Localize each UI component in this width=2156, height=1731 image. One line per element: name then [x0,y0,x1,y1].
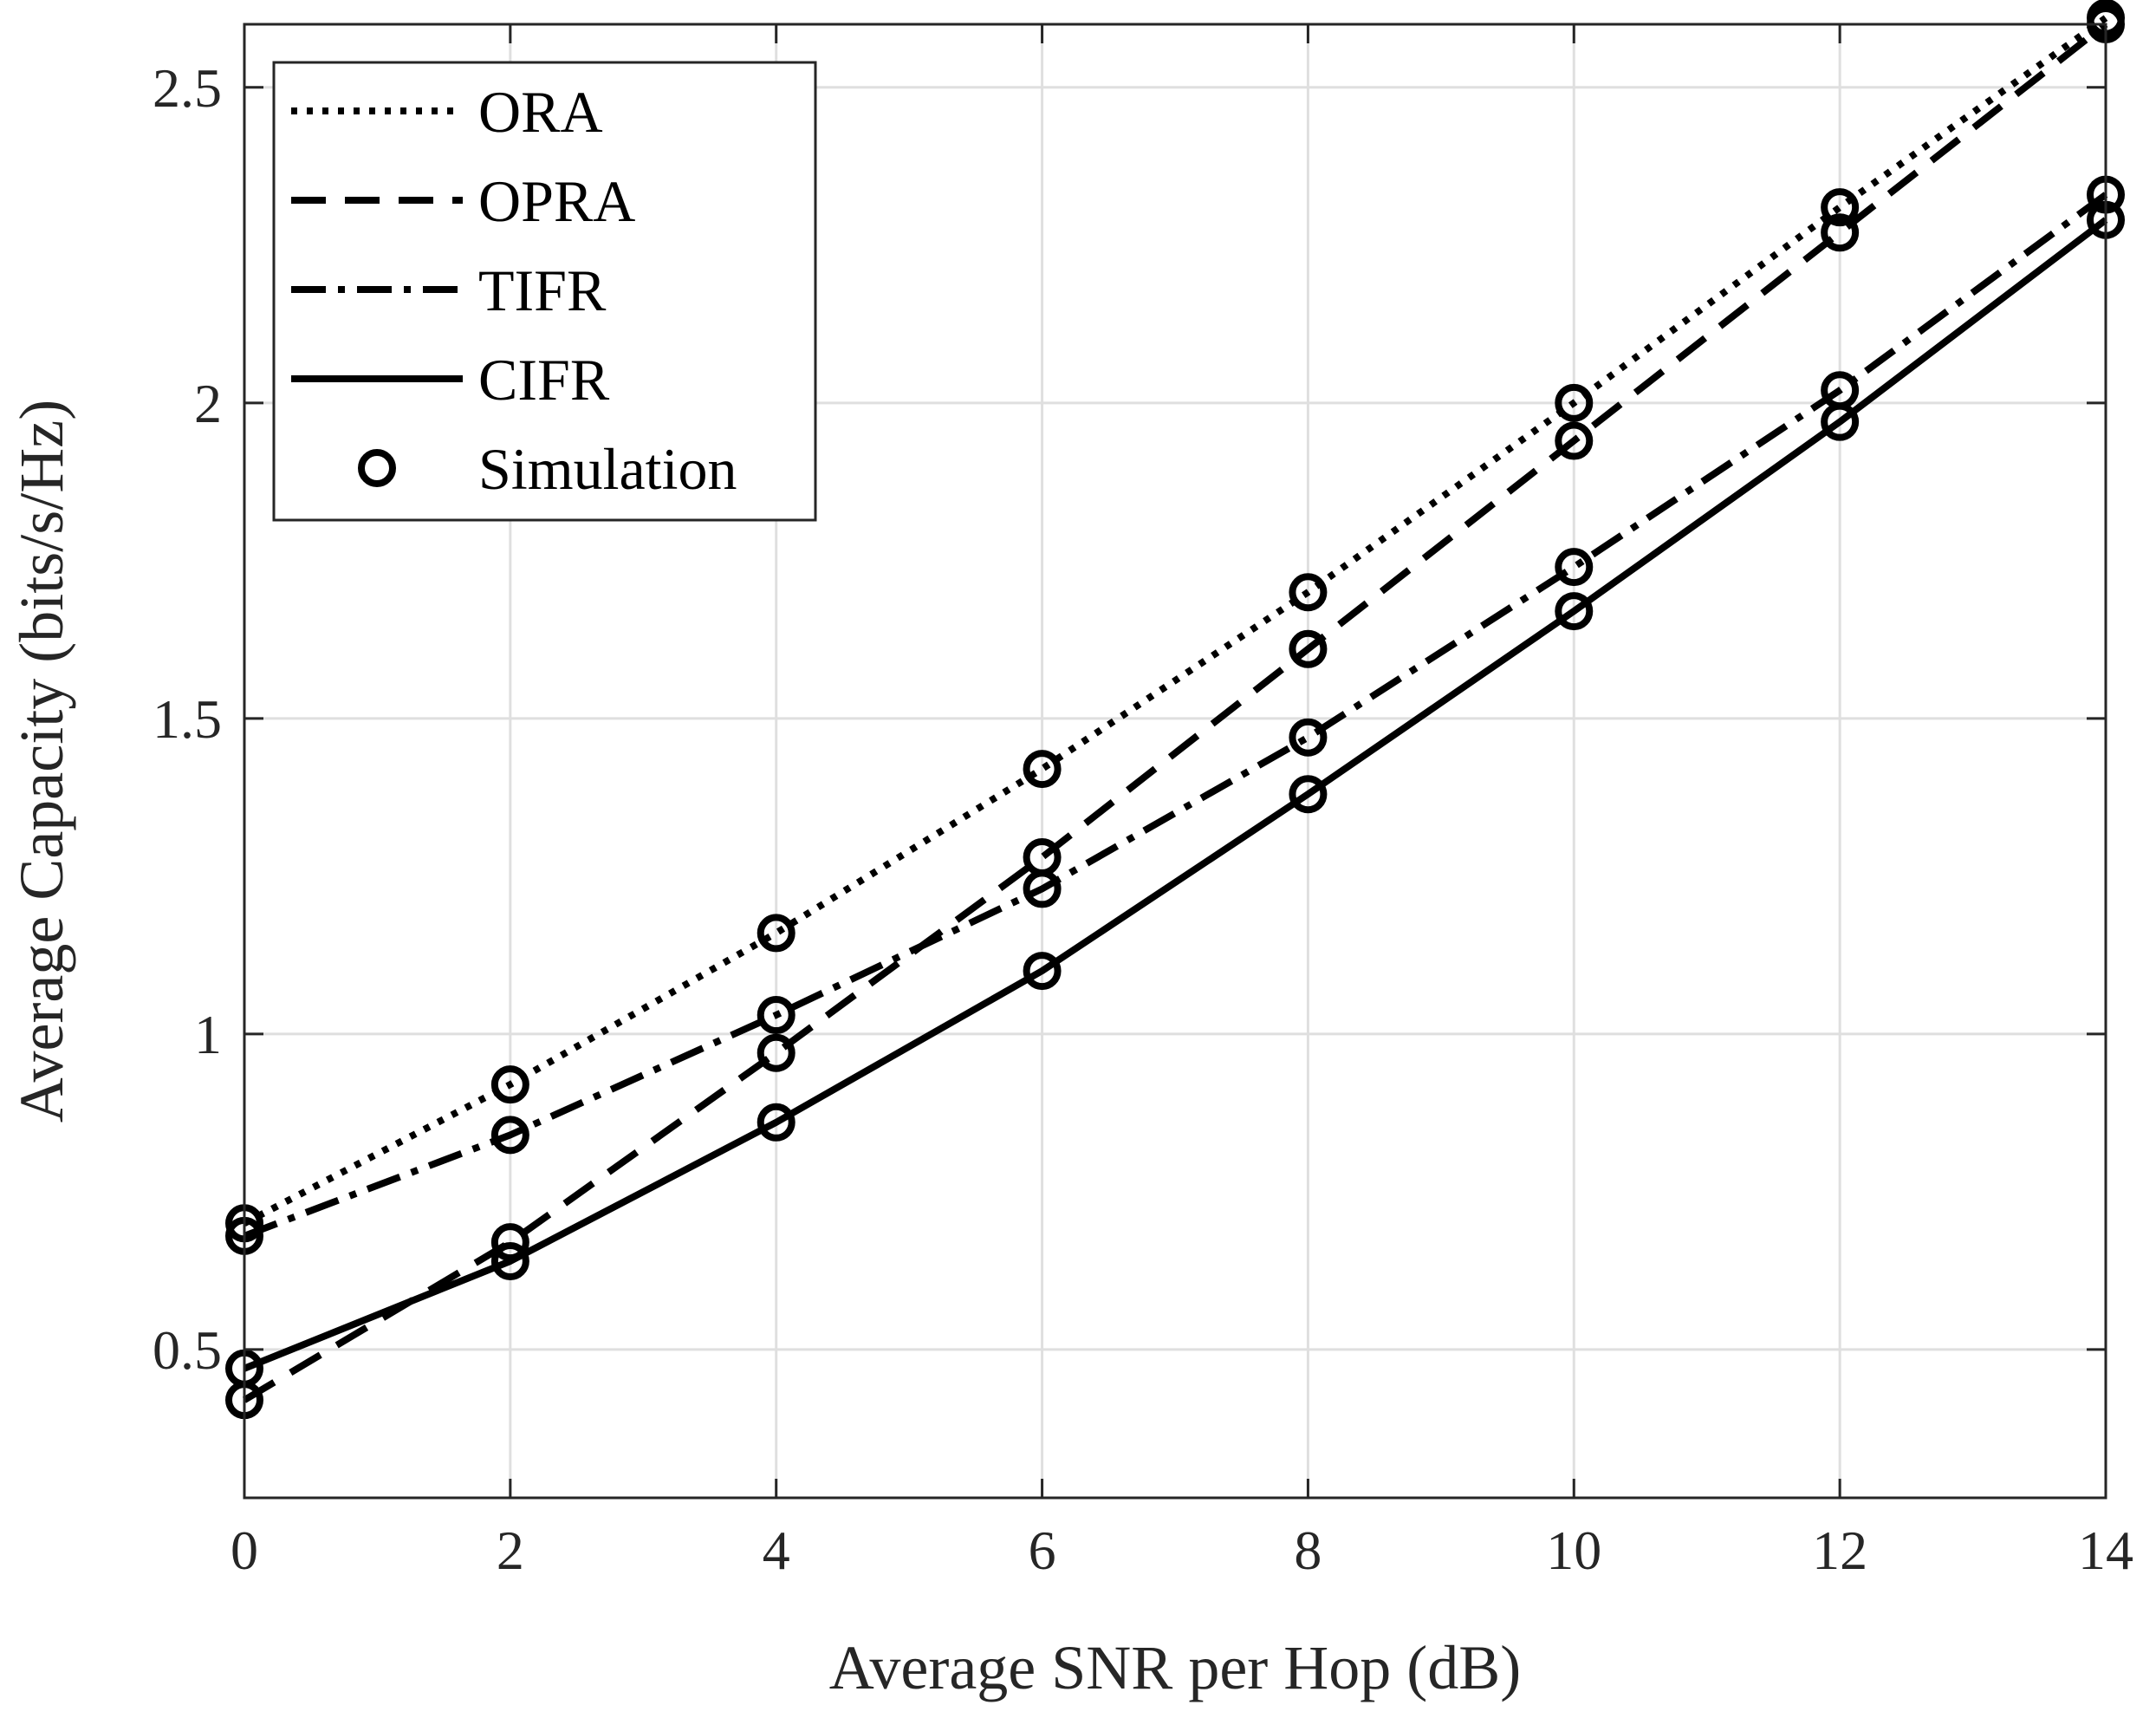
simulation-marker-ora [1555,383,1594,422]
y-tick-label: 2.5 [153,57,222,119]
simulation-marker-tifr [490,1116,529,1155]
x-tick-labels: 0 2 4 6 8 10 12 14 [231,1520,2133,1581]
simulation-marker-ora [757,914,796,953]
legend-marker-simulation [358,449,396,487]
legend-label-tifr: TIFR [478,257,607,323]
legend-label-opra: OPRA [478,168,635,234]
legend-label-ora: ORA [478,79,603,145]
y-tick-label: 1 [194,1004,222,1065]
series-line-cifr [243,217,2108,1372]
series-line-tifr [243,192,2108,1240]
simulation-marker-tifr [1023,869,1062,908]
simulation-marker-opra [490,1223,529,1262]
x-tick-label: 0 [231,1520,258,1581]
x-tick-label: 2 [497,1520,524,1581]
x-axis-title: Average SNR per Hop (dB) [829,1633,1521,1702]
simulation-marker-cifr [1289,775,1328,814]
simulation-marker-cifr [1023,952,1062,991]
simulation-marker-tifr [1289,718,1328,757]
y-tick-label: 2 [194,373,222,434]
series-layer [242,15,2108,1403]
simulation-marker-cifr [1821,402,1860,441]
y-tick-label: 1.5 [153,688,222,750]
simulation-marker-tifr [757,996,796,1035]
simulation-marker-cifr [757,1103,796,1142]
simulation-marker-cifr [1555,592,1594,631]
series-line-opra [242,21,2108,1403]
simulation-marker-opra [1821,213,1860,252]
legend: ORA OPRA TIFR CIFR Simulation [272,61,817,522]
simulation-marker-ora [1821,188,1860,227]
axis-ticks [243,24,2107,1498]
x-tick-label: 14 [2078,1520,2133,1581]
simulation-marker-opra [1555,421,1594,460]
simulation-marker-cifr [490,1241,529,1280]
x-tick-label: 10 [1546,1520,1601,1581]
plot-area-frame [243,23,2107,1500]
simulation-marker-tifr [1555,548,1594,587]
simulation-marker-opra [1289,629,1328,668]
simulation-marker-ora [490,1065,529,1104]
x-tick-label: 6 [1029,1520,1056,1581]
y-axis-title: Average Capacity (bits/s/Hz) [7,400,76,1123]
y-tick-label: 0.5 [153,1319,222,1381]
legend-label-simulation: Simulation [478,436,737,502]
series-line-ora [243,15,2108,1227]
x-tick-label: 4 [763,1520,790,1581]
simulation-marker-ora [1289,573,1328,612]
simulation-marker-opra [757,1033,796,1072]
legend-label-cifr: CIFR [478,347,610,413]
x-tick-label: 12 [1812,1520,1867,1581]
y-tick-labels: 0.5 1 1.5 2 2.5 [153,57,222,1381]
x-tick-label: 8 [1294,1520,1322,1581]
simulation-marker-ora [1023,750,1062,789]
